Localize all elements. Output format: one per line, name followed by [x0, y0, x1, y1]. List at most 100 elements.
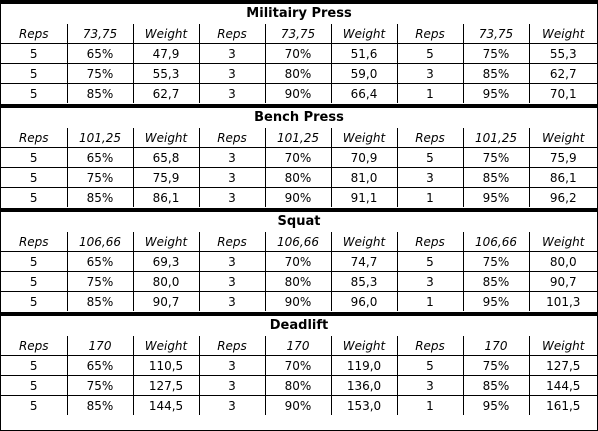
reps-cell: 3: [397, 271, 464, 292]
percent-cell: 85%: [463, 375, 530, 396]
table-row: 5 75% 80,0 3 80% 85,3 3 85% 90,7: [1, 271, 597, 292]
percent-cell: 65%: [67, 147, 134, 168]
max-header: 101,25: [463, 128, 530, 148]
weight-cell: 127,5: [133, 375, 200, 396]
table-row: 5 75% 127,5 3 80% 136,0 3 85% 144,5: [1, 375, 597, 396]
reps-cell: 5: [397, 251, 464, 272]
section-title: Squat: [277, 214, 321, 229]
max-header: 106,66: [463, 232, 530, 252]
weight-cell: 80,0: [529, 251, 597, 272]
weight-cell: 161,5: [546, 398, 581, 413]
reps-cell: 3: [199, 395, 266, 415]
weight-cell: 86,1: [133, 187, 200, 207]
reps-cell: 5: [1, 395, 68, 415]
reps-cell: 5: [397, 355, 464, 376]
weight-header: Weight: [331, 336, 398, 356]
percent-cell: 85%: [67, 83, 134, 103]
weight-header: Weight: [133, 232, 200, 252]
weight-header: Weight: [529, 128, 597, 148]
percent-cell: 75%: [463, 43, 530, 64]
percent-cell: 70%: [265, 43, 332, 64]
reps-cell: 5: [397, 43, 464, 64]
weight-header: Weight: [331, 128, 398, 148]
reps-cell: 1: [397, 83, 464, 103]
weight-cell: 144,5: [133, 395, 200, 415]
weight-cell: 96,2: [549, 190, 577, 205]
max-header: 170: [463, 336, 530, 356]
weight-cell: 65,8: [133, 147, 200, 168]
percent-cell: 95%: [463, 395, 530, 415]
percent-cell: 85%: [463, 271, 530, 292]
max-header: 73,75: [463, 24, 530, 44]
table-row: 5 65% 47,9 3 70% 51,6 5 75% 55,3: [1, 43, 597, 64]
reps-cell: 3: [199, 167, 266, 188]
reps-cell: 5: [1, 147, 68, 168]
reps-cell: 3: [199, 83, 266, 103]
weight-cell: 80,0: [133, 271, 200, 292]
percent-cell: 65%: [67, 355, 134, 376]
reps-cell: 5: [1, 355, 68, 376]
reps-cell: 5: [1, 43, 68, 64]
reps-header: Reps: [397, 232, 464, 252]
section-divider: [1, 312, 597, 316]
weight-cell: 75,9: [529, 147, 597, 168]
reps-header: Reps: [199, 24, 266, 44]
header-row: Reps 101,25 Weight Reps 101,25 Weight Reps 101,…: [1, 128, 597, 148]
table-row: 5 85% 90,7 3 90% 96,0 1 95% 101,3: [1, 291, 597, 311]
weight-cell: 119,0: [331, 355, 398, 376]
max-header: 170: [67, 336, 134, 356]
percent-cell: 80%: [265, 63, 332, 84]
max-header: 170: [265, 336, 332, 356]
weight-cell: 127,5: [529, 355, 597, 376]
reps-cell: 1: [397, 291, 464, 311]
weight-cell: 81,0: [331, 167, 398, 188]
table-row: 5 65% 65,8 3 70% 70,9 5 75% 75,9: [1, 147, 597, 168]
reps-header: Reps: [397, 128, 464, 148]
table-row: 5 75% 75,9 3 80% 81,0 3 85% 86,1: [1, 167, 597, 188]
section-divider: [1, 1, 597, 4]
reps-cell: 5: [1, 63, 68, 84]
weight-cell: 51,6: [331, 43, 398, 64]
percent-cell: 95%: [463, 83, 530, 103]
percent-cell: 80%: [265, 375, 332, 396]
percent-cell: 80%: [265, 167, 332, 188]
weight-cell: 74,7: [331, 251, 398, 272]
weight-cell: 75,9: [133, 167, 200, 188]
percent-cell: 85%: [463, 167, 530, 188]
percent-cell: 90%: [265, 291, 332, 311]
reps-header: Reps: [1, 232, 68, 252]
weight-cell: 101,3: [546, 294, 581, 309]
reps-cell: 5: [1, 375, 68, 396]
reps-cell: 3: [199, 63, 266, 84]
weight-cell: 90,7: [529, 271, 597, 292]
section-table: Reps 101,25 Weight Reps 101,25 Weight Reps 101,…: [1, 128, 597, 207]
percent-cell: 65%: [67, 251, 134, 272]
percent-cell: 70%: [265, 147, 332, 168]
reps-cell: 3: [199, 251, 266, 272]
weight-cell: 62,7: [133, 83, 200, 103]
section-table: Reps 73,75 Weight Reps 73,75 Weight Reps 73,75 W…: [1, 24, 597, 103]
weight-cell: 70,9: [331, 147, 398, 168]
weight-header: Weight: [133, 24, 200, 44]
weight-header: Weight: [529, 336, 597, 356]
percent-cell: 95%: [463, 291, 530, 311]
weight-cell: 86,1: [529, 167, 597, 188]
weight-header: Weight: [331, 232, 398, 252]
reps-header: Reps: [199, 336, 266, 356]
reps-cell: 3: [199, 375, 266, 396]
percent-cell: 75%: [463, 355, 530, 376]
table-row: 5 65% 110,5 3 70% 119,0 5 75% 127,5: [1, 355, 597, 376]
max-header: 73,75: [265, 24, 332, 44]
percent-cell: 90%: [265, 395, 332, 415]
section-title: Bench Press: [254, 110, 344, 125]
weight-cell: 136,0: [331, 375, 398, 396]
weight-cell: 55,3: [529, 43, 597, 64]
weight-cell: 70,1: [549, 86, 577, 101]
percent-cell: 95%: [463, 187, 530, 207]
percent-cell: 85%: [463, 63, 530, 84]
reps-header: Reps: [397, 24, 464, 44]
table-row: 5 65% 69,3 3 70% 74,7 5 75% 80,0: [1, 251, 597, 272]
weight-cell: 110,5: [133, 355, 200, 376]
max-header: 101,25: [265, 128, 332, 148]
percent-cell: 85%: [67, 187, 134, 207]
